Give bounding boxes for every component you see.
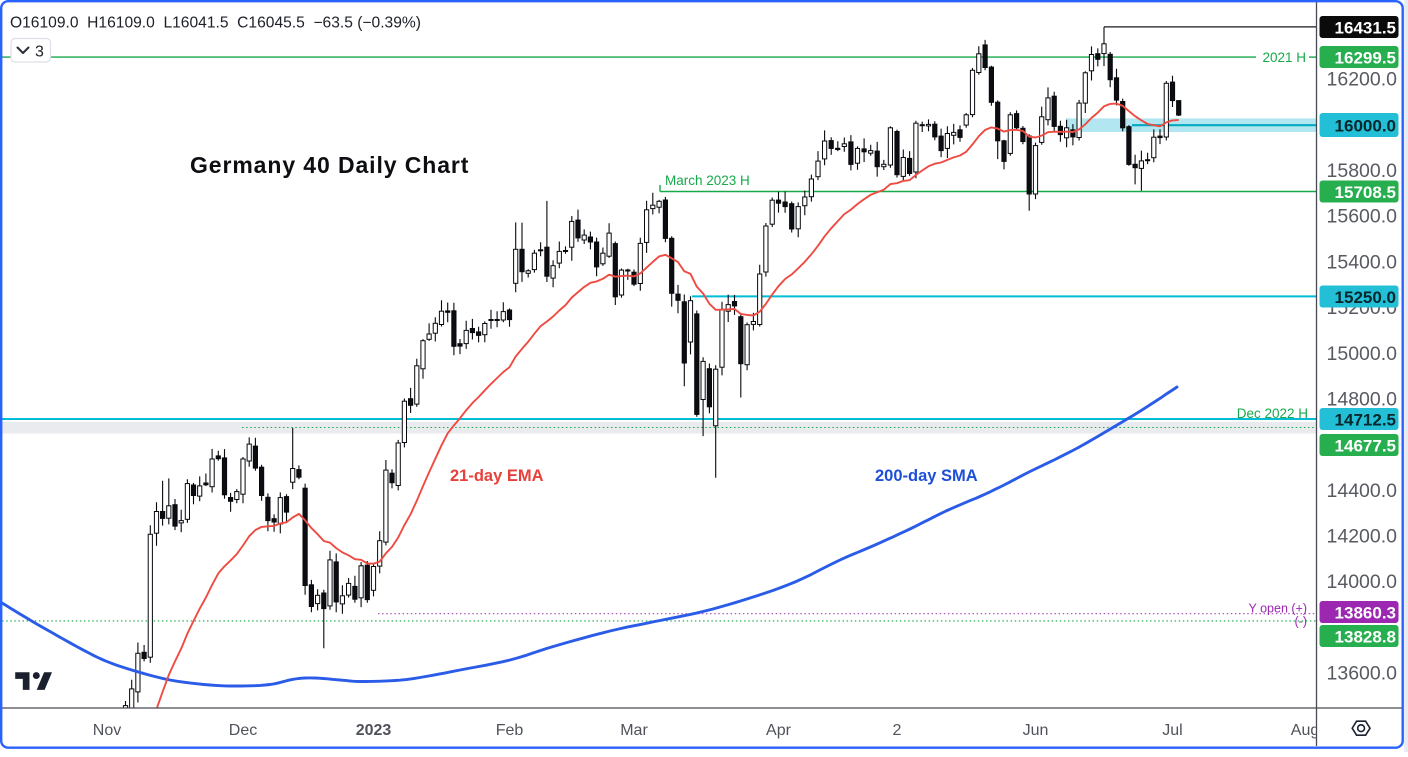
- svg-text:2: 2: [893, 722, 902, 739]
- svg-text:Jul: Jul: [1162, 722, 1182, 739]
- svg-text:16431.5: 16431.5: [1335, 19, 1396, 38]
- svg-text:Aug: Aug: [1291, 722, 1319, 739]
- svg-text:14800.0: 14800.0: [1327, 388, 1398, 410]
- svg-text:3: 3: [35, 44, 44, 61]
- svg-text:Y open (+): Y open (+): [1249, 602, 1308, 616]
- svg-text:15400.0: 15400.0: [1327, 251, 1398, 273]
- svg-text:15000.0: 15000.0: [1327, 343, 1398, 365]
- svg-text:15800.0: 15800.0: [1327, 160, 1398, 182]
- svg-text:15708.5: 15708.5: [1335, 183, 1396, 202]
- svg-text:16200.0: 16200.0: [1327, 69, 1398, 91]
- svg-text:200-day SMA: 200-day SMA: [875, 467, 978, 485]
- svg-text:Feb: Feb: [496, 722, 524, 739]
- svg-text:O16109.0 H16109.0 L16041.5: O16109.0 H16109.0 L16041.5 C16045.5 −63.…: [10, 15, 421, 32]
- svg-text:16000.0: 16000.0: [1335, 117, 1396, 136]
- svg-text:16299.5: 16299.5: [1335, 49, 1396, 68]
- svg-text:15600.0: 15600.0: [1327, 206, 1398, 228]
- svg-text:March 2023 H: March 2023 H: [665, 173, 750, 188]
- svg-text:14400.0: 14400.0: [1327, 480, 1398, 502]
- svg-text:Mar: Mar: [620, 722, 648, 739]
- svg-text:21-day EMA: 21-day EMA: [450, 467, 544, 485]
- svg-text:13828.8: 13828.8: [1335, 628, 1396, 647]
- svg-text:13860.3: 13860.3: [1335, 604, 1396, 623]
- svg-text:Dec: Dec: [229, 722, 257, 739]
- svg-text:15250.0: 15250.0: [1335, 288, 1396, 307]
- svg-text:14200.0: 14200.0: [1327, 526, 1398, 548]
- svg-text:Apr: Apr: [766, 722, 792, 739]
- svg-text:14677.5: 14677.5: [1335, 437, 1396, 456]
- svg-text:14712.5: 14712.5: [1335, 411, 1396, 430]
- svg-text:13600.0: 13600.0: [1327, 663, 1398, 685]
- svg-text:2023: 2023: [356, 722, 392, 739]
- svg-text:14000.0: 14000.0: [1327, 571, 1398, 593]
- svg-text:Dec 2022 H: Dec 2022 H: [1237, 406, 1308, 421]
- svg-text:2021 H: 2021 H: [1262, 50, 1306, 65]
- svg-text:(-): (-): [1295, 615, 1308, 629]
- svg-text:Germany 40 Daily Chart: Germany 40 Daily Chart: [190, 152, 469, 178]
- svg-text:Nov: Nov: [93, 722, 121, 739]
- svg-text:Jun: Jun: [1023, 722, 1049, 739]
